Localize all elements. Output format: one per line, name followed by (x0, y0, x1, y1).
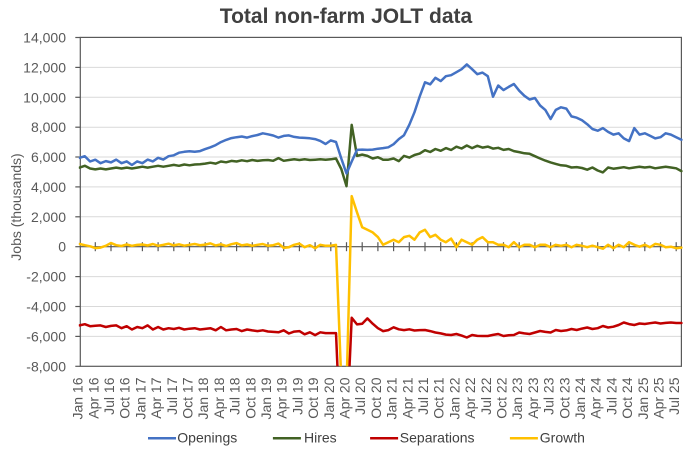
svg-text:Jan 17: Jan 17 (132, 377, 148, 419)
svg-text:Total non-farm JOLT data: Total non-farm JOLT data (220, 5, 473, 28)
svg-text:Apr 16: Apr 16 (85, 377, 101, 418)
svg-text:Oct 17: Oct 17 (180, 377, 196, 418)
svg-text:Jan 20: Jan 20 (321, 377, 337, 419)
svg-text:Jan 25: Jan 25 (635, 377, 651, 419)
svg-text:Jan 19: Jan 19 (258, 377, 274, 419)
svg-text:8,000: 8,000 (31, 119, 66, 135)
svg-text:-6,000: -6,000 (26, 328, 66, 344)
svg-text:Jan 21: Jan 21 (384, 377, 400, 419)
svg-text:-8,000: -8,000 (26, 358, 66, 374)
svg-text:Oct 18: Oct 18 (242, 377, 258, 418)
svg-text:Openings: Openings (177, 430, 237, 446)
svg-text:Separations: Separations (400, 430, 475, 446)
svg-text:Oct 22: Oct 22 (494, 377, 510, 418)
svg-text:Jan 24: Jan 24 (572, 377, 588, 419)
svg-text:Apr 24: Apr 24 (588, 377, 604, 418)
svg-text:0: 0 (58, 239, 66, 255)
svg-text:Oct 21: Oct 21 (431, 377, 447, 418)
svg-text:Jul 24: Jul 24 (603, 377, 619, 415)
svg-text:2,000: 2,000 (31, 209, 66, 225)
svg-text:Oct 20: Oct 20 (368, 377, 384, 418)
svg-text:12,000: 12,000 (23, 59, 66, 75)
svg-text:Hires: Hires (304, 430, 337, 446)
svg-text:4,000: 4,000 (31, 179, 66, 195)
svg-text:Growth: Growth (540, 430, 585, 446)
svg-text:Oct 23: Oct 23 (556, 377, 572, 418)
svg-text:Oct 24: Oct 24 (619, 377, 635, 418)
svg-text:Jan 16: Jan 16 (70, 377, 86, 419)
svg-text:Apr 22: Apr 22 (462, 377, 478, 418)
svg-text:Jul 20: Jul 20 (352, 377, 368, 415)
svg-text:Jobs (thousands): Jobs (thousands) (8, 153, 24, 260)
svg-text:Jul 17: Jul 17 (164, 377, 180, 415)
svg-text:Jul 25: Jul 25 (666, 377, 682, 415)
svg-text:6,000: 6,000 (31, 149, 66, 165)
svg-text:-2,000: -2,000 (26, 269, 66, 285)
svg-text:-4,000: -4,000 (26, 299, 66, 315)
svg-text:10,000: 10,000 (23, 89, 66, 105)
svg-text:14,000: 14,000 (23, 30, 66, 46)
svg-text:Apr 23: Apr 23 (525, 377, 541, 418)
svg-text:Jul 16: Jul 16 (101, 377, 117, 415)
svg-text:Jul 21: Jul 21 (415, 377, 431, 415)
svg-text:Jul 19: Jul 19 (289, 377, 305, 415)
svg-text:Jan 23: Jan 23 (509, 377, 525, 419)
svg-text:Apr 21: Apr 21 (399, 377, 415, 418)
svg-text:Jul 18: Jul 18 (227, 377, 243, 415)
svg-text:Jul 22: Jul 22 (478, 377, 494, 415)
svg-text:Jan 22: Jan 22 (446, 377, 462, 419)
svg-text:Apr 18: Apr 18 (211, 377, 227, 418)
svg-text:Apr 25: Apr 25 (651, 377, 667, 418)
svg-text:Apr 19: Apr 19 (274, 377, 290, 418)
svg-text:Jan 18: Jan 18 (195, 377, 211, 419)
svg-text:Apr 20: Apr 20 (337, 377, 353, 418)
svg-text:Oct 19: Oct 19 (305, 377, 321, 418)
svg-text:Oct 16: Oct 16 (117, 377, 133, 418)
svg-text:Apr 17: Apr 17 (148, 377, 164, 418)
svg-text:Jul 23: Jul 23 (541, 377, 557, 415)
